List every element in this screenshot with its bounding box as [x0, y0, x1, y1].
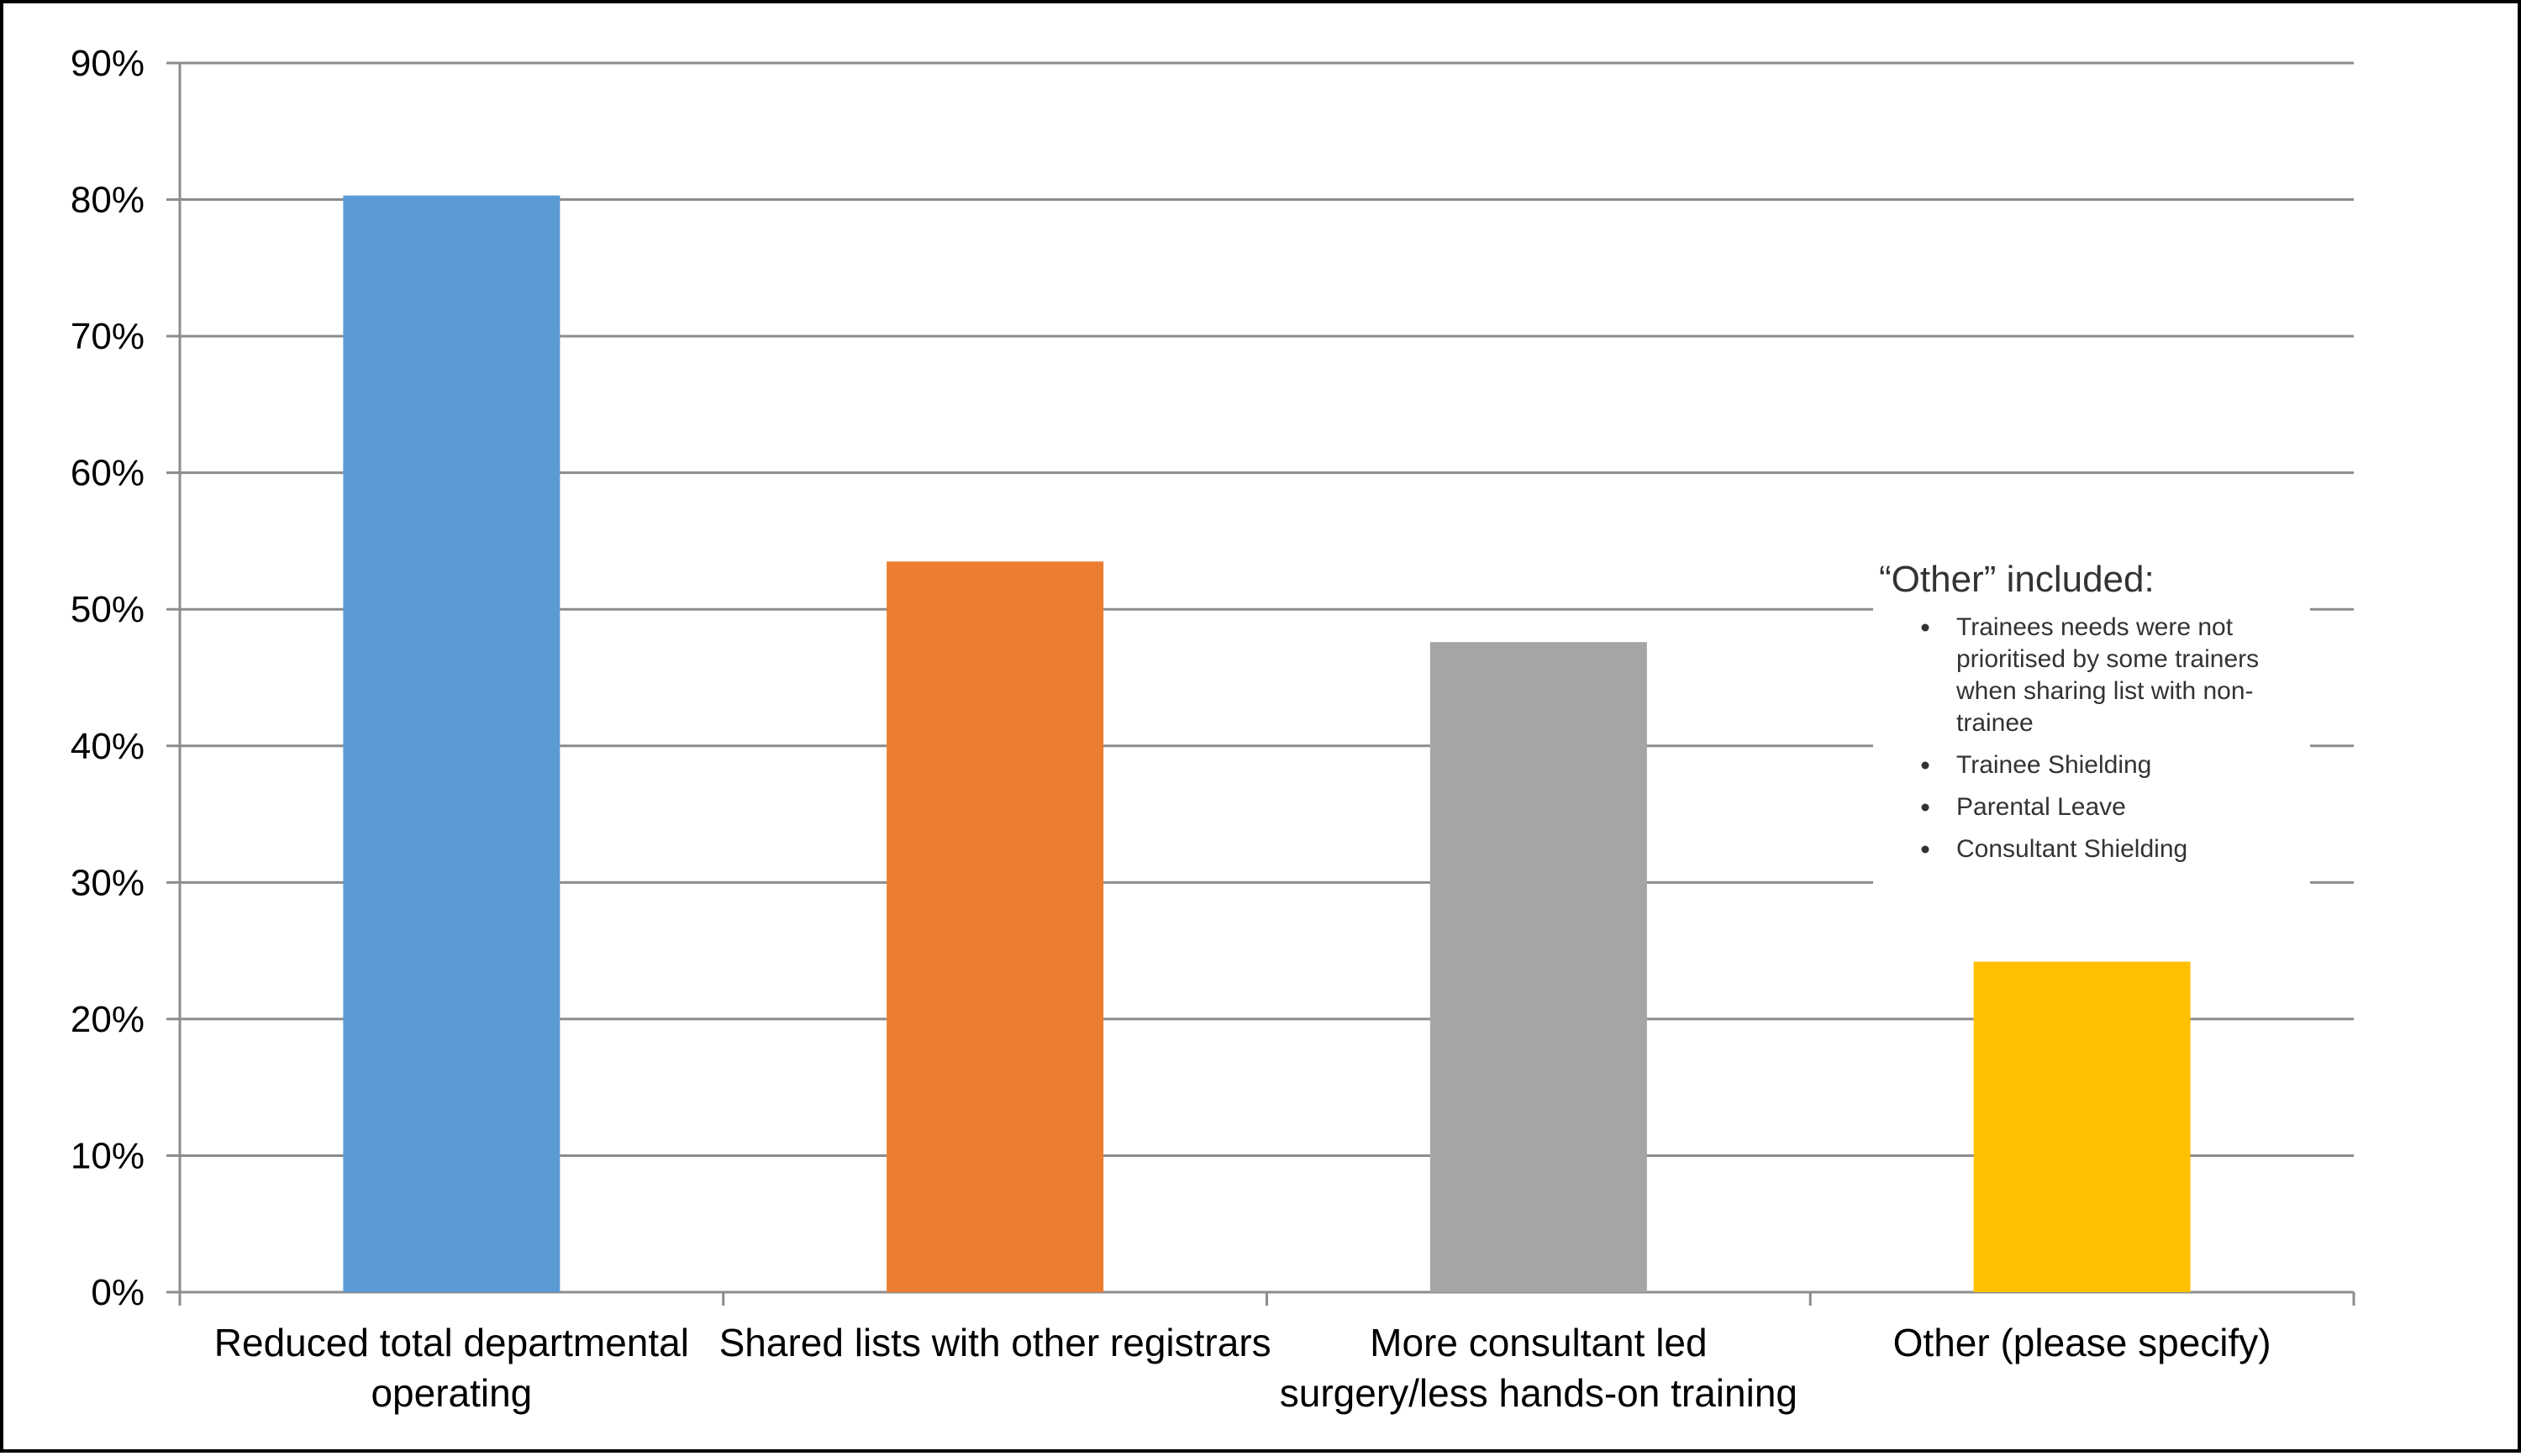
y-tick-label: 10%	[71, 1135, 145, 1176]
bar-chart: 0% 10% 20% 30% 40% 50% 60% 70% 80% 90% Reduced tot…	[71, 43, 2355, 1415]
y-tick-label: 70%	[71, 316, 145, 357]
annotation-item: Parental Leave	[1956, 793, 2126, 821]
x-category-label: More consultant led	[1370, 1321, 1707, 1364]
bar	[1973, 961, 2191, 1292]
y-tick-label: 80%	[71, 180, 145, 221]
x-category-label: operating	[371, 1371, 532, 1415]
y-tick-label: 0%	[91, 1272, 145, 1313]
annotation-item: Trainees needs were not	[1956, 613, 2234, 641]
x-category-label: Other (please specify)	[1893, 1321, 2271, 1364]
y-tick-label: 50%	[71, 589, 145, 630]
bar	[1429, 642, 1647, 1292]
bar	[343, 195, 561, 1292]
annotation-box	[1873, 545, 2310, 890]
bullet-icon	[1921, 803, 1929, 812]
bullet-icon	[1921, 623, 1929, 632]
annotation-item: Trainee Shielding	[1956, 751, 2151, 779]
annotation-item: trainee	[1956, 709, 2034, 737]
bar	[887, 561, 1104, 1292]
bullet-icon	[1921, 845, 1929, 854]
bullet-icon	[1921, 761, 1929, 770]
annotation-item: Consultant Shielding	[1956, 835, 2187, 863]
y-tick-label: 90%	[71, 43, 145, 84]
annotation-title: “Other” included:	[1879, 559, 2155, 600]
x-category-label: surgery/less hands-on training	[1280, 1371, 1797, 1415]
y-tick-label: 40%	[71, 726, 145, 767]
annotation-item: prioritised by some trainers	[1956, 645, 2259, 673]
y-tick-label: 60%	[71, 453, 145, 494]
x-category-label: Reduced total departmental	[214, 1321, 689, 1364]
annotation-item: when sharing list with non-	[1955, 677, 2254, 705]
y-tick-label: 30%	[71, 862, 145, 903]
y-tick-label: 20%	[71, 999, 145, 1040]
x-category-label: Shared lists with other registrars	[719, 1321, 1271, 1364]
